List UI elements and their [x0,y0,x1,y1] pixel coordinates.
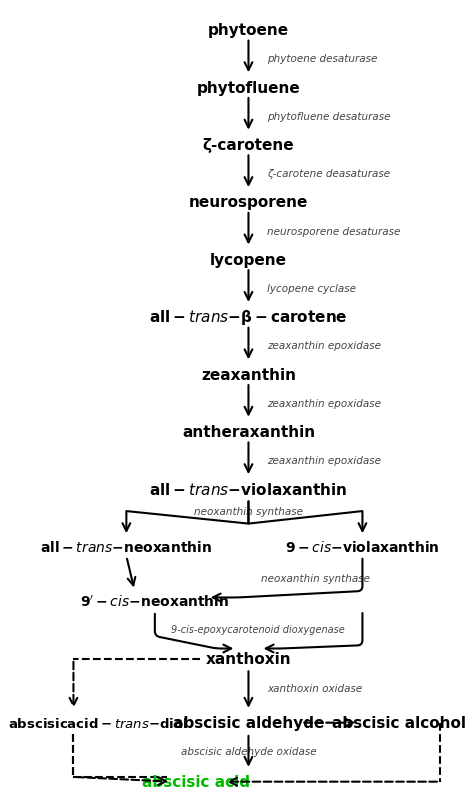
Text: phytoene: phytoene [208,23,289,38]
Text: neurosporene: neurosporene [189,195,308,210]
Text: $\mathbf{9-}\mathit{cis}\mathbf{-violaxanthin}$: $\mathbf{9-}\mathit{cis}\mathbf{-violaxa… [285,539,440,554]
Text: zeaxanthin epoxidase: zeaxanthin epoxidase [267,399,381,408]
Text: abscisic aldehyde oxidase: abscisic aldehyde oxidase [181,747,316,756]
Text: abscisic aldehyde: abscisic aldehyde [173,715,324,731]
Text: 9-cis-epoxycarotenoid dioxygenase: 9-cis-epoxycarotenoid dioxygenase [171,624,345,634]
Text: $\mathbf{9'-}\mathit{cis}\mathbf{-neoxanthin}$: $\mathbf{9'-}\mathit{cis}\mathbf{-neoxan… [80,594,229,610]
Text: $\mathbf{all-}\mathit{trans}\mathbf{-neoxanthin}$: $\mathbf{all-}\mathit{trans}\mathbf{-neo… [40,539,212,554]
Text: $\mathbf{all-}\mathit{trans}\mathbf{-violaxanthin}$: $\mathbf{all-}\mathit{trans}\mathbf{-vio… [149,481,348,497]
Text: phytofluene: phytofluene [197,80,301,95]
Text: phytoene desaturase: phytoene desaturase [267,55,377,64]
Text: zeaxanthin epoxidase: zeaxanthin epoxidase [267,341,381,351]
Text: abscisic acid: abscisic acid [142,774,249,789]
Text: $\mathbf{abscisic acid-}\mathit{trans}\mathbf{-diol}$: $\mathbf{abscisic acid-}\mathit{trans}\m… [8,715,188,730]
Text: neurosporene desaturase: neurosporene desaturase [267,226,400,237]
Text: abscisic alcohol: abscisic alcohol [332,715,466,731]
Text: neoxanthin synthase: neoxanthin synthase [261,573,370,583]
Text: lycopene cyclase: lycopene cyclase [267,284,356,294]
Text: ζ-carotene deasaturase: ζ-carotene deasaturase [267,169,390,179]
Text: zeaxanthin: zeaxanthin [201,367,296,383]
Text: phytofluene desaturase: phytofluene desaturase [267,111,390,122]
Text: ζ-carotene: ζ-carotene [203,138,294,153]
Text: $\mathbf{all-}\mathit{trans}\mathbf{-\beta -carotene}$: $\mathbf{all-}\mathit{trans}\mathbf{-\be… [149,308,348,327]
Text: xanthoxin: xanthoxin [206,651,292,666]
Text: antheraxanthin: antheraxanthin [182,424,315,439]
Text: lycopene: lycopene [210,253,287,268]
Text: neoxanthin synthase: neoxanthin synthase [194,506,303,516]
Text: xanthoxin oxidase: xanthoxin oxidase [267,683,362,693]
Text: zeaxanthin epoxidase: zeaxanthin epoxidase [267,456,381,466]
